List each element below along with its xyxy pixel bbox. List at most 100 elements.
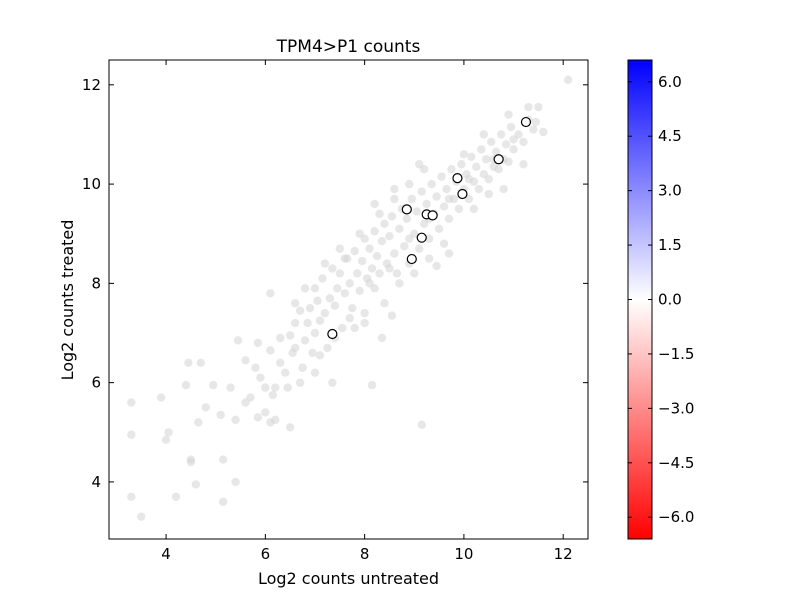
background-point <box>253 338 263 348</box>
background-point <box>355 286 364 296</box>
background-point <box>345 313 354 323</box>
background-point <box>370 227 379 236</box>
background-point <box>506 122 516 132</box>
background-point <box>439 202 449 211</box>
background-point <box>181 380 191 390</box>
background-point <box>338 323 347 333</box>
background-point <box>434 224 444 233</box>
background-point <box>348 303 357 313</box>
background-point <box>539 127 548 137</box>
y-tick-label: 6 <box>91 374 101 392</box>
background-point <box>457 160 466 169</box>
background-point <box>392 269 402 278</box>
background-point <box>164 428 173 437</box>
background-point <box>186 457 196 467</box>
background-point <box>385 232 394 241</box>
background-point <box>519 160 528 169</box>
background-point <box>424 254 434 263</box>
background-point <box>387 311 397 320</box>
colorbar-tick-label: 1.5 <box>658 236 682 254</box>
background-point <box>340 289 349 298</box>
background-point <box>328 264 337 273</box>
chart-title: TPM4>P1 counts <box>276 37 421 57</box>
background-point <box>266 346 275 355</box>
background-point <box>412 207 421 216</box>
x-tick-label: 6 <box>261 545 271 563</box>
background-point <box>320 308 330 318</box>
background-point <box>519 137 528 147</box>
background-point <box>271 415 280 425</box>
background-point <box>424 234 434 243</box>
background-point <box>196 358 206 367</box>
background-point <box>303 318 312 328</box>
background-point <box>474 184 483 194</box>
background-point <box>442 184 451 194</box>
background-point <box>325 294 335 303</box>
background-point <box>469 204 479 214</box>
background-point <box>127 492 136 502</box>
background-point <box>501 140 511 149</box>
background-point <box>464 194 474 204</box>
background-point <box>405 234 414 243</box>
background-point <box>310 328 320 338</box>
background-point <box>233 336 243 345</box>
background-point <box>300 336 310 345</box>
background-point <box>285 331 295 340</box>
background-point <box>415 244 424 253</box>
background-point <box>271 383 280 392</box>
y-tick-label: 4 <box>91 473 101 491</box>
background-point <box>308 348 317 358</box>
colorbar-tick-label: 6.0 <box>658 73 682 91</box>
background-point <box>444 214 454 224</box>
background-point <box>253 413 263 422</box>
background-point <box>372 251 382 261</box>
highlight-point <box>520 116 532 128</box>
background-point <box>395 279 404 288</box>
background-point <box>313 296 322 305</box>
x-axis: 4 6 8 10 12 <box>161 60 573 563</box>
background-point <box>509 135 518 144</box>
background-point <box>360 318 369 328</box>
background-point <box>380 219 389 229</box>
background-point <box>479 130 488 139</box>
highlight-point <box>406 253 417 265</box>
background-point <box>276 358 285 367</box>
x-tick-label: 10 <box>454 545 473 563</box>
background-point <box>377 333 387 343</box>
background-point <box>191 480 201 489</box>
background-point <box>241 398 250 407</box>
background-point <box>290 343 300 353</box>
background-point <box>407 194 416 204</box>
highlight-point <box>416 232 427 243</box>
background-point <box>365 279 374 288</box>
background-point <box>367 380 377 390</box>
background-point <box>127 398 136 407</box>
background-point <box>320 259 330 268</box>
background-point <box>390 194 399 204</box>
background-point <box>419 165 429 174</box>
background-point <box>380 299 389 308</box>
colorbar-tick-label: −4.5 <box>658 454 694 472</box>
background-point <box>305 303 315 313</box>
colorbar-tick-label: 4.5 <box>658 127 682 145</box>
background-point <box>509 145 518 154</box>
background-point <box>472 162 481 171</box>
background-point <box>417 187 426 196</box>
background-point <box>328 378 337 387</box>
background-point <box>467 152 476 161</box>
background-point <box>357 256 367 266</box>
plot-frame <box>108 59 589 540</box>
background-point <box>290 318 300 328</box>
background-point <box>310 284 320 293</box>
background-point <box>367 264 377 273</box>
background-point <box>375 209 384 219</box>
background-point <box>261 408 270 417</box>
background-point <box>350 246 359 256</box>
background-point <box>370 199 379 209</box>
background-point <box>218 455 228 464</box>
background-point <box>335 244 345 253</box>
background-point <box>315 316 325 325</box>
background-point <box>377 236 387 246</box>
background-point <box>477 145 486 154</box>
